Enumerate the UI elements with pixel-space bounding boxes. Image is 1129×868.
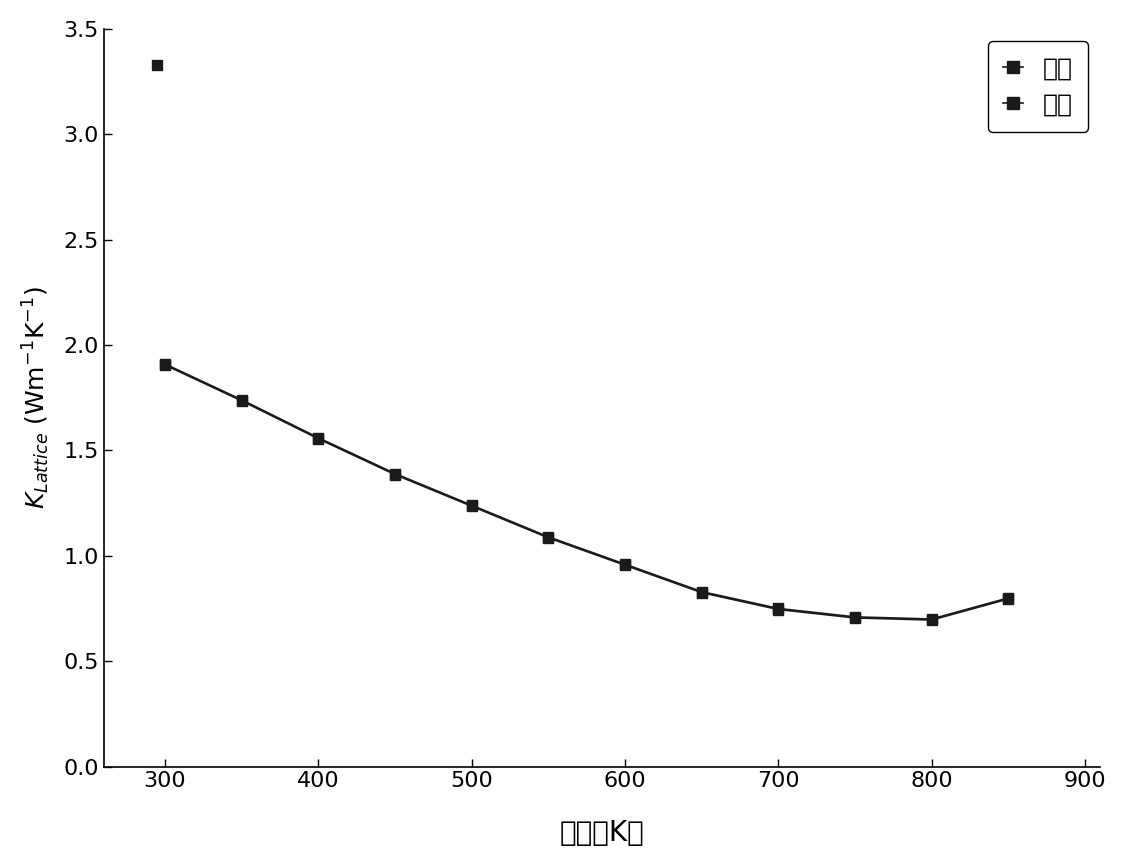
Legend: 单填, 多填: 单填, 多填 [988,42,1088,132]
多填 [925,615,938,625]
多填 [235,396,248,406]
单填 [848,612,861,622]
单填 [388,469,402,479]
多填 [312,434,325,444]
多填 [1001,594,1015,604]
单填 [619,559,632,569]
多填 [694,588,708,598]
单填 [694,587,708,597]
Line: 多填: 多填 [160,360,1013,625]
单填 [771,603,785,614]
多填 [771,604,785,615]
单填 [925,614,938,624]
单填 [235,395,248,405]
Y-axis label: $K_{Lattice}$ (Wm$^{-1}$K$^{-1}$): $K_{Lattice}$ (Wm$^{-1}$K$^{-1}$) [20,286,52,510]
多填 [465,501,479,511]
单填 [542,531,555,542]
X-axis label: 温度（K）: 温度（K） [560,819,645,847]
单填 [312,432,325,443]
单填 [1001,593,1015,603]
多填 [542,533,555,543]
多填 [619,560,632,570]
多填 [388,470,402,480]
单填 [158,358,172,369]
多填 [158,360,172,371]
单填 [465,500,479,510]
多填 [848,613,861,623]
Line: 单填: 单填 [160,359,1013,624]
